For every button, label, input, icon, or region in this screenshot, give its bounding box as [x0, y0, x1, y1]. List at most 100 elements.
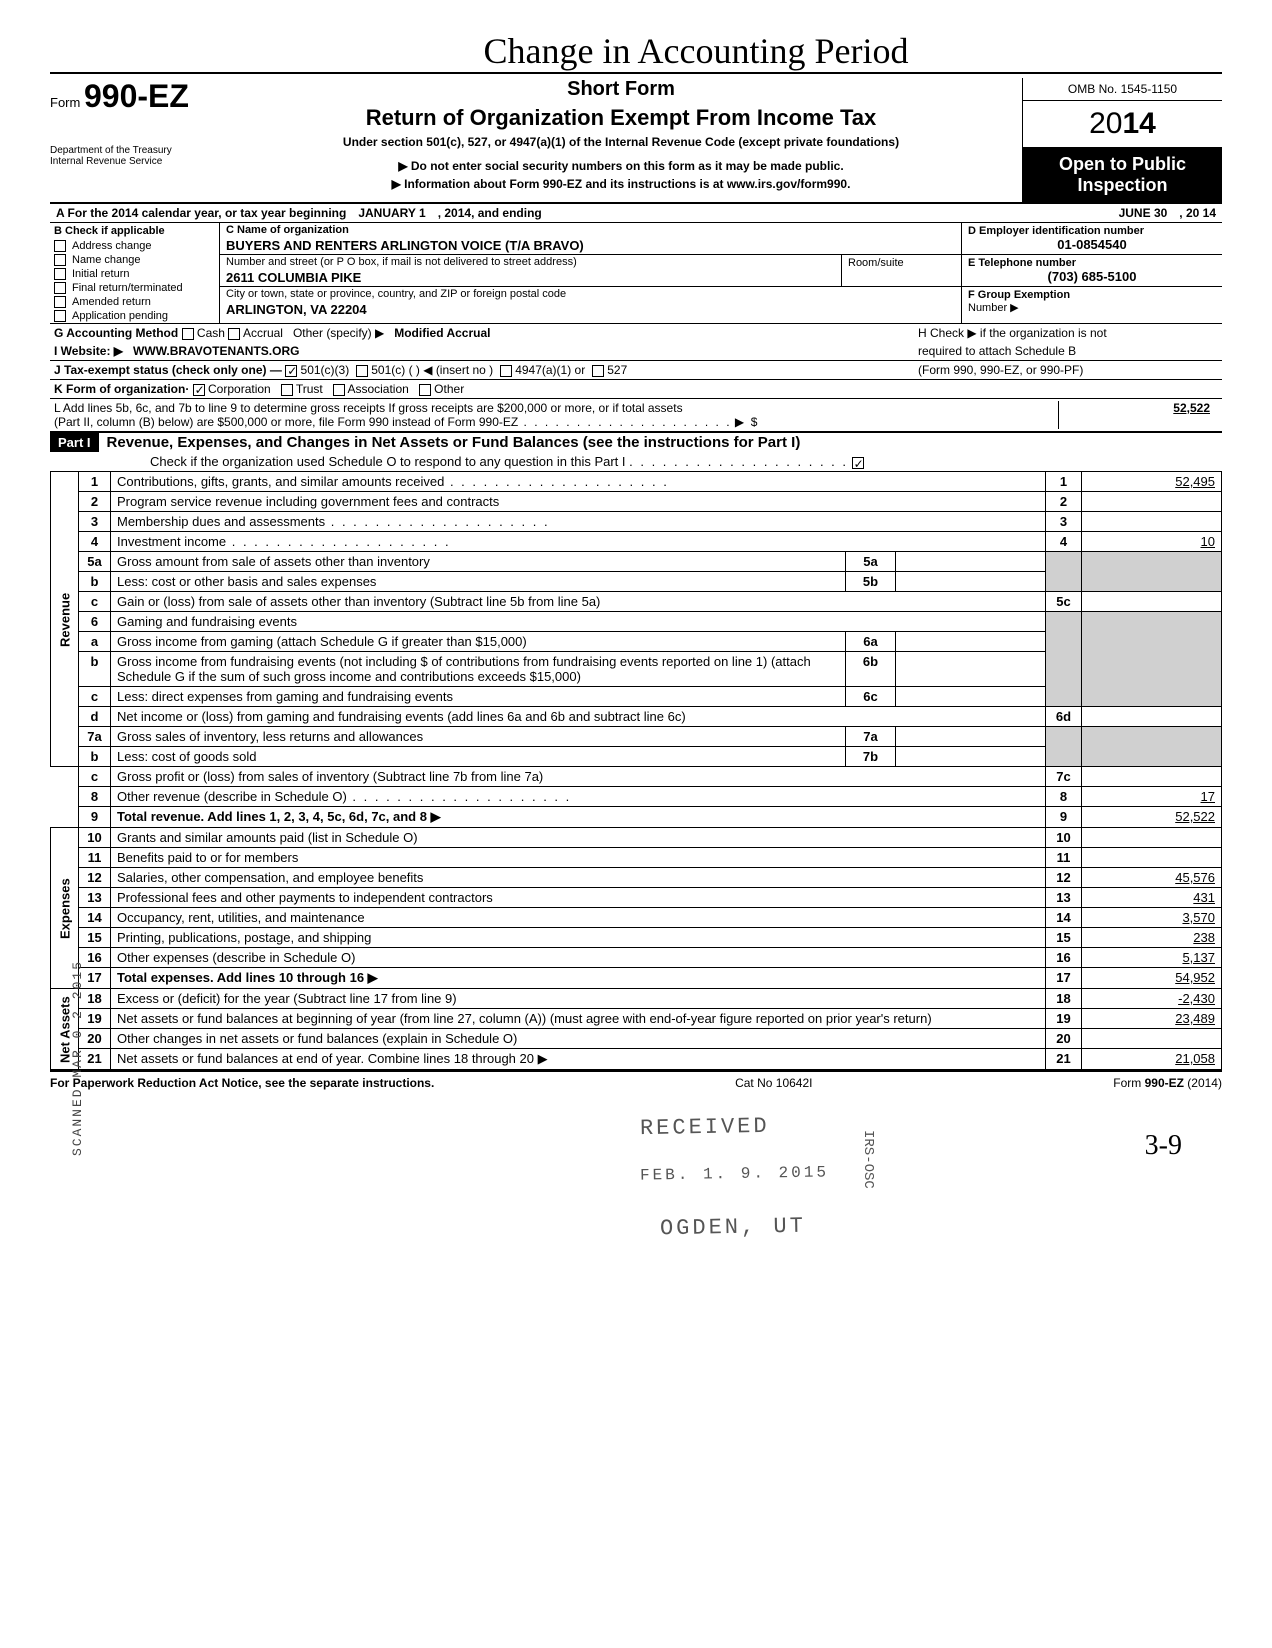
line-16-amt: 5,137: [1082, 948, 1222, 968]
line-6b-num: b: [79, 652, 111, 687]
line-5c-num: c: [79, 592, 111, 612]
line-18-amt: -2,430: [1082, 989, 1222, 1009]
chk-4947a1[interactable]: [500, 365, 512, 377]
short-form: Short Form: [220, 78, 1022, 101]
j-label: J Tax-exempt status (check only one) —: [54, 363, 282, 377]
line-6a-sub: 6a: [846, 632, 896, 652]
line-2-box: 2: [1046, 492, 1082, 512]
d-label: D Employer identification number: [968, 225, 1216, 237]
line-18-box: 18: [1046, 989, 1082, 1009]
line-7a-num: 7a: [79, 727, 111, 747]
line-5c-amt: [1082, 592, 1222, 612]
chk-accrual[interactable]: [228, 328, 240, 340]
chk-name-change[interactable]: [54, 254, 66, 266]
line-3-desc: Membership dues and assessments: [117, 514, 325, 529]
right-box: OMB No. 1545-1150 2014 Open to Public In…: [1022, 78, 1222, 202]
line-11-num: 11: [79, 848, 111, 868]
line-10-amt: [1082, 828, 1222, 848]
line-14-desc: Occupancy, rent, utilities, and maintena…: [117, 910, 365, 925]
chk-trust[interactable]: [281, 384, 293, 396]
line-12-desc: Salaries, other compensation, and employ…: [117, 870, 423, 885]
chk-initial-return[interactable]: [54, 268, 66, 280]
lbl-501c: 501(c) (: [371, 363, 412, 377]
dept-irs: Internal Revenue Service: [50, 156, 220, 167]
line-15-num: 15: [79, 928, 111, 948]
lbl-accrual: Accrual: [243, 326, 283, 340]
chk-501c3[interactable]: [285, 365, 297, 377]
line-6a-desc: Gross income from gaming (attach Schedul…: [117, 634, 527, 649]
omb-number: OMB No. 1545-1150: [1023, 78, 1222, 101]
line-15-amt: 238: [1082, 928, 1222, 948]
line-16-box: 16: [1046, 948, 1082, 968]
form-label-box: Form 990-EZ Department of the Treasury I…: [50, 78, 220, 167]
line-7a-desc: Gross sales of inventory, less returns a…: [117, 729, 423, 744]
h-label: H Check ▶ if the organization is not: [918, 326, 1107, 340]
chk-501c[interactable]: [356, 365, 368, 377]
org-city: ARLINGTON, VA 22204: [220, 301, 961, 318]
shade-6: [1046, 612, 1082, 707]
line-5a-sub: 5a: [846, 552, 896, 572]
line-18-desc: Excess or (deficit) for the year (Subtra…: [117, 991, 457, 1006]
footer-mid: Cat No 10642I: [735, 1076, 812, 1090]
chk-corporation[interactable]: [193, 384, 205, 396]
tax-year: 2014: [1023, 101, 1222, 148]
handwritten-title: Change in Accounting Period: [170, 30, 1222, 72]
line-1-num: 1: [79, 472, 111, 492]
line-1-desc: Contributions, gifts, grants, and simila…: [117, 474, 444, 489]
chk-address-change[interactable]: [54, 240, 66, 252]
part1-label: Part I: [50, 433, 99, 452]
line-10-box: 10: [1046, 828, 1082, 848]
line-11-amt: [1082, 848, 1222, 868]
line-9-num: 9: [79, 807, 111, 828]
line-3-amt: [1082, 512, 1222, 532]
chk-association[interactable]: [333, 384, 345, 396]
open-to-public: Open to Public Inspection: [1023, 148, 1222, 202]
c-addr-label: Number and street (or P O box, if mail i…: [220, 255, 841, 269]
line-2-amt: [1082, 492, 1222, 512]
org-address: 2611 COLUMBIA PIKE: [220, 269, 841, 286]
c-city-label: City or town, state or province, country…: [220, 287, 961, 301]
l-text1: L Add lines 5b, 6c, and 7b to line 9 to …: [54, 401, 1058, 415]
line-6d-desc: Net income or (loss) from gaming and fun…: [117, 709, 686, 724]
line-4-num: 4: [79, 532, 111, 552]
line-11-box: 11: [1046, 848, 1082, 868]
line-6b-sub: 6b: [846, 652, 896, 687]
row-a-label: A For the 2014 calendar year, or tax yea…: [50, 206, 352, 220]
chk-schedule-o[interactable]: [852, 457, 864, 469]
lbl-name-change: Name change: [72, 254, 141, 266]
lbl-address-change: Address change: [72, 240, 152, 252]
line-6-num: 6: [79, 612, 111, 632]
chk-final-return[interactable]: [54, 282, 66, 294]
line-6b-desc: Gross income from fundraising events (no…: [117, 654, 811, 684]
footer-right: Form 990-EZ (2014): [1113, 1076, 1222, 1090]
chk-cash[interactable]: [182, 328, 194, 340]
line-5c-box: 5c: [1046, 592, 1082, 612]
chk-application-pending[interactable]: [54, 310, 66, 322]
shade-7-amt: [1082, 727, 1222, 767]
line-17-box: 17: [1046, 968, 1082, 989]
line-11-desc: Benefits paid to or for members: [117, 850, 298, 865]
line-12-num: 12: [79, 868, 111, 888]
line-13-desc: Professional fees and other payments to …: [117, 890, 493, 905]
line-7b-desc: Less: cost of goods sold: [117, 749, 256, 764]
shade-7: [1046, 727, 1082, 767]
line-7a-val: [896, 727, 1046, 747]
lbl-other-specify: Other (specify) ▶: [293, 326, 384, 340]
chk-527[interactable]: [592, 365, 604, 377]
line-7a-sub: 7a: [846, 727, 896, 747]
chk-other-org[interactable]: [419, 384, 431, 396]
line-4-box: 4: [1046, 532, 1082, 552]
line-13-num: 13: [79, 888, 111, 908]
row-a-end: JUNE 30: [1113, 206, 1174, 220]
part1-title: Revenue, Expenses, and Changes in Net As…: [99, 434, 801, 451]
line-5b-desc: Less: cost or other basis and sales expe…: [117, 574, 376, 589]
stamp-ogden: OGDEN, UT: [660, 1214, 806, 1242]
stamp-date: FEB. 1. 9. 2015: [640, 1163, 829, 1184]
line-6c-num: c: [79, 687, 111, 707]
l-text2: (Part II, column (B) below) are $500,000…: [54, 415, 1058, 429]
col-b: B Check if applicable Address change Nam…: [50, 223, 220, 323]
row-a-start: JANUARY 1: [352, 206, 431, 220]
chk-amended-return[interactable]: [54, 296, 66, 308]
line-6a-num: a: [79, 632, 111, 652]
col-de: D Employer identification number 01-0854…: [962, 223, 1222, 323]
